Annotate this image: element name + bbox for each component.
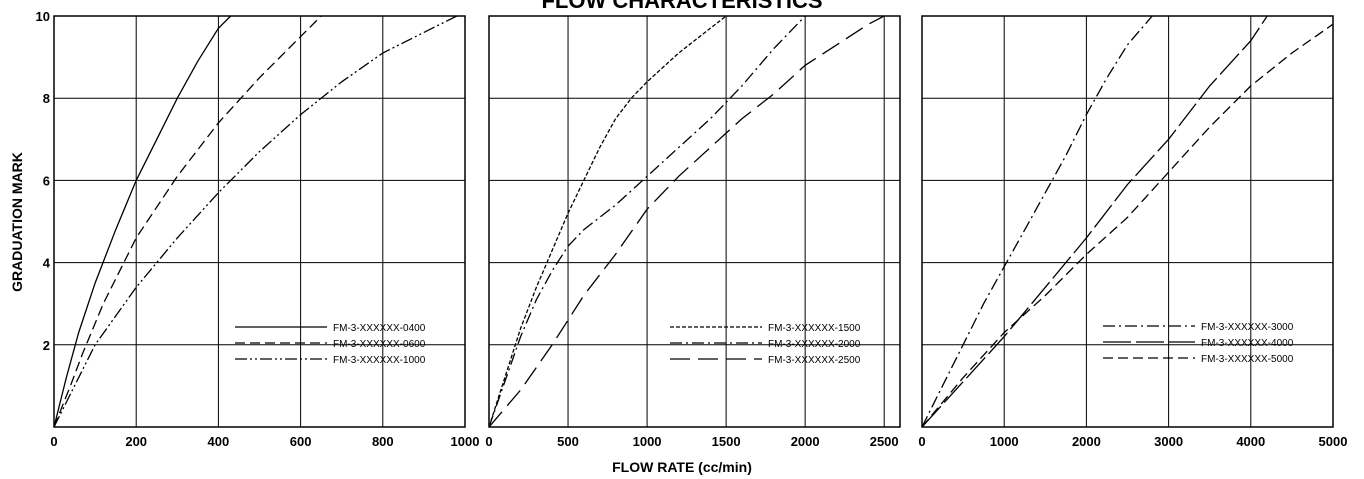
x-tick-label: 1000	[451, 434, 480, 449]
x-tick-label: 400	[208, 434, 230, 449]
plot-frame	[53, 15, 466, 428]
x-tick-label: 200	[125, 434, 147, 449]
x-tick-label: 1000	[990, 434, 1019, 449]
legend-label: FM-3-XXXXXX-1000	[333, 355, 426, 366]
x-tick-label: 3000	[1154, 434, 1183, 449]
y-axis-title: GRADUATION MARK	[9, 152, 25, 292]
y-tick-label: 8	[43, 91, 50, 106]
y-tick-label: 2	[43, 338, 50, 353]
x-tick-label: 600	[290, 434, 312, 449]
x-tick-label: 2000	[791, 434, 820, 449]
x-tick-label: 0	[485, 434, 492, 449]
x-tick-label: 1500	[712, 434, 741, 449]
series-line-fm-3-xxxxxx-0400	[54, 16, 232, 427]
y-tick-label: 4	[43, 256, 51, 271]
x-tick-label: 1000	[633, 434, 662, 449]
series-line-fm-3-xxxxxx-1500	[489, 16, 727, 427]
x-tick-label: 0	[918, 434, 925, 449]
series-line-fm-3-xxxxxx-4000	[922, 16, 1268, 427]
x-tick-label: 500	[557, 434, 579, 449]
series-line-fm-3-xxxxxx-1000	[54, 16, 458, 427]
x-tick-label: 2000	[1072, 434, 1101, 449]
chart-panel-2: 0 500 1000 1500 2000 2500 FM-3-XXXXXX-1500 FM-3…	[485, 15, 901, 449]
x-tick-label: 4000	[1236, 434, 1265, 449]
figure-title: FLOW CHARACTERISTICS	[541, 0, 822, 13]
series-line-fm-3-xxxxxx-2000	[489, 16, 806, 427]
plot-frame	[488, 15, 901, 428]
series-line-fm-3-xxxxxx-5000	[922, 23, 1333, 427]
chart-panel-1: 0 200 400 600 800 1000 2 4 6 8 10 FM-3-XXXXXX-0400 F…	[36, 9, 480, 449]
series-line-fm-3-xxxxxx-0600	[54, 16, 322, 427]
y-tick-label: 6	[43, 173, 50, 188]
legend-label: FM-3-XXXXXX-3000	[1201, 322, 1294, 333]
y-tick-label: 10	[36, 9, 50, 24]
legend-label: FM-3-XXXXXX-5000	[1201, 354, 1294, 365]
legend-label: FM-3-XXXXXX-1500	[768, 323, 861, 334]
series-line-fm-3-xxxxxx-3000	[922, 16, 1153, 427]
chart-panel-3: 0 1000 2000 3000 4000 5000 FM-3-XXXXXX-3000 FM-…	[918, 15, 1348, 449]
x-tick-label: 800	[372, 434, 394, 449]
x-tick-label: 0	[50, 434, 57, 449]
x-axis-title: FLOW RATE (cc/min)	[612, 459, 752, 475]
legend-label: FM-3-XXXXXX-4000	[1201, 338, 1294, 349]
chart-panels: 0 200 400 600 800 1000 2 4 6 8 10 FM-3-XXXXXX-0400 F…	[36, 9, 1348, 449]
plot-frame	[921, 15, 1334, 428]
x-tick-label: 5000	[1319, 434, 1348, 449]
x-tick-label: 2500	[870, 434, 899, 449]
legend-label: FM-3-XXXXXX-0600	[333, 339, 426, 350]
legend-label: FM-3-XXXXXX-2500	[768, 355, 861, 366]
legend-label: FM-3-XXXXXX-2000	[768, 339, 861, 350]
series-line-fm-3-xxxxxx-2500	[489, 16, 886, 427]
legend-label: FM-3-XXXXXX-0400	[333, 323, 426, 334]
